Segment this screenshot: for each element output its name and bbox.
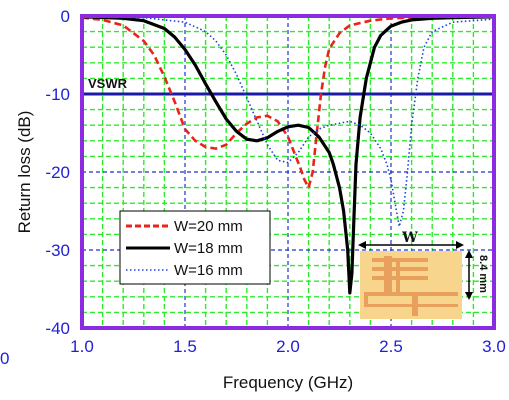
y-axis-title: Return loss (dB) [15, 111, 34, 234]
plot-frame [80, 14, 496, 330]
inset-arrow-right [456, 241, 464, 249]
y-tick-label: -10 [45, 85, 70, 104]
inset-arrow-bottom [465, 292, 473, 300]
legend-label-w18: W=18 mm [174, 240, 243, 257]
vswr-reference: VSWR [82, 76, 494, 96]
legend-label-w16: W=16 mm [174, 262, 243, 279]
y-tick-label: -20 [45, 163, 70, 182]
inset-patch [364, 256, 458, 316]
inset-substrate [360, 251, 462, 319]
y-tick-label: -30 [45, 241, 70, 260]
x-tick-label: 1.0 [70, 337, 94, 356]
y-tick-label: 0 [61, 7, 70, 26]
inset-width-label: W [401, 230, 418, 246]
antenna-inset: W 8.4 mm [358, 230, 489, 319]
x-tick-label: 2.0 [276, 337, 300, 356]
legend-label-w20: W=20 mm [174, 218, 243, 235]
x-tick-labels: 1.0 1.5 2.0 2.5 3.0 [70, 337, 506, 356]
vswr-label: VSWR [88, 76, 128, 91]
stray-label: 0 [0, 349, 9, 368]
y-tick-label: -40 [45, 319, 70, 338]
inset-arrow-top [465, 250, 473, 258]
x-axis-title: Frequency (GHz) [223, 373, 353, 392]
x-tick-label: 3.0 [482, 337, 506, 356]
inset-arrow-left [358, 241, 366, 249]
legend: W=20 mm W=18 mm W=16 mm [119, 210, 271, 285]
series-line-w-16-mm [81, 16, 495, 228]
x-tick-label: 2.5 [379, 337, 403, 356]
y-tick-labels: 0 -10 -20 -30 -40 [45, 7, 70, 338]
series-line-w-18-mm [81, 15, 495, 295]
grid [82, 16, 494, 328]
series-group [81, 15, 495, 295]
x-tick-label: 1.5 [173, 337, 197, 356]
inset-height-label: 8.4 mm [477, 255, 489, 293]
